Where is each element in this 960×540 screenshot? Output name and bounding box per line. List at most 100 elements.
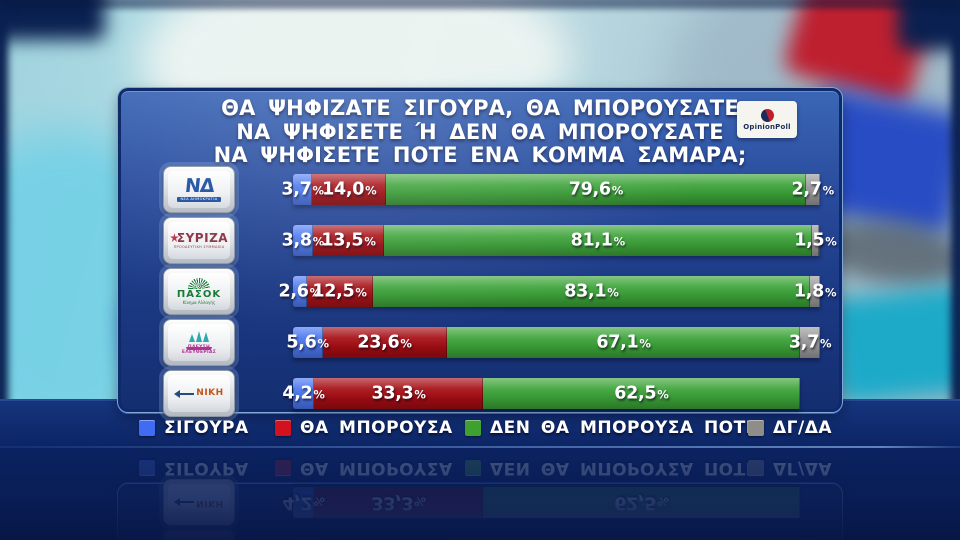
party-logo-art-syriza: ΣΥΡΙΖΑ ΠΡΟΟΔΕΥΤΙΚΗ ΣΥΜΜΑΧΙΑ [168, 222, 230, 259]
percent-sign: % [309, 285, 322, 300]
percent-sign: % [607, 285, 619, 300]
sail-icon [203, 332, 209, 342]
bar-segment-sigoura [293, 378, 315, 409]
value-number: 62,5 [614, 383, 657, 404]
bar-segment-tha-mporousa [322, 327, 447, 358]
value-label-tha-mporousa: 23,6% [357, 332, 412, 352]
poll-row-syriza: ΣΥΡΙΖΑ ΠΡΟΟΔΕΥΤΙΚΗ ΣΥΜΜΑΧΙΑ 3,8% 13,5% 81,1%… [163, 217, 837, 264]
legend-swatch-den-tha-mporousa-pote [465, 420, 481, 436]
percent-sign: % [611, 183, 624, 198]
legend-label-tha-mporousa: ΘΑ ΜΠΟΡΟΥΣΑ [300, 418, 453, 438]
percent-sign: % [414, 387, 426, 402]
percent-sign: % [657, 387, 669, 402]
value-label-dg-da: 2,7% [792, 179, 835, 199]
value-label-dg-da: 3,7% [789, 332, 832, 352]
value-number: 1,8 [793, 281, 825, 302]
value-label-den-tha-mporousa-pote: 62,5% [614, 383, 669, 403]
party-logo-niki: ΝΙΚΗ [163, 370, 235, 417]
bar-segment-dg-da [805, 174, 820, 205]
party-name-niki: ΝΙΚΗ [196, 388, 224, 398]
value-number: 3,8 [281, 230, 312, 251]
reflection-value-label-den-tha-mporousa-pote: 62,5% [614, 493, 669, 513]
value-number: 3,7 [281, 179, 312, 200]
bar-track: 2,6% 12,5% 83,1% 1,8% [279, 276, 837, 307]
bar-segment-tha-mporousa [314, 378, 484, 409]
bar-segment-dg-da [800, 327, 820, 358]
value-label-dg-da: 1,8% [794, 281, 837, 301]
percent-sign: % [365, 183, 377, 198]
reflection-value-number: 33,3 [371, 492, 414, 513]
legend-item-tha-mporousa: ΘΑ ΜΠΟΡΟΥΣΑ [275, 418, 453, 438]
value-number: 2,7 [791, 179, 822, 200]
poll-row-pasok: ΠΑΣΟΚ Κίνημα Αλλαγής 2,6% 12,5% 83,1% 1,8% [163, 268, 837, 315]
value-label-sigoura: 4,2% [282, 383, 325, 403]
value-label-tha-mporousa: 12,5% [312, 281, 367, 301]
percent-sign: % [639, 336, 651, 351]
floor-seam-highlight [0, 446, 960, 448]
reflection-party-logo-art-niki: ΝΙΚΗ [168, 484, 230, 521]
percent-sign: % [313, 387, 325, 402]
reflection-legend-label-tha-mporousa: ΘΑ ΜΠΟΡΟΥΣΑ [300, 458, 453, 478]
percent-sign: % [825, 234, 837, 249]
boat-hull-icon [186, 347, 212, 350]
sunburst-icon [188, 278, 210, 289]
floor-reflection: ΘΑ ΨΗΦΙΖΑΤΕ ΣΙΓΟΥΡΑ, ΘΑ ΜΠΟΡΟΥΣΑΤΕ ΝΑ ΨΗ… [0, 448, 960, 540]
opinionpoll-logo: OpinionPoll [737, 101, 797, 138]
poll-stage: ΘΑ ΨΗΦΙΖΑΤΕ ΣΙΓΟΥΡΑ, ΘΑ ΜΠΟΡΟΥΣΑΤΕ ΝΑ ΨΗ… [117, 87, 843, 438]
percent-sign: % [613, 234, 626, 249]
backdrop-edge-right [951, 0, 960, 470]
reflection-legend-item-den-tha-mporousa-pote: ΔΕΝ ΘΑ ΜΠΟΡΟΥΣΑ ΠΟΤΕ [465, 458, 758, 478]
party-logo-row-syriza: ΣΥΡΙΖΑ [170, 232, 228, 244]
party-abbr-nd: ΝΔ [183, 174, 215, 197]
value-number: 83,1 [564, 281, 607, 302]
value-number: 13,5 [321, 230, 364, 251]
legend-item-sigoura: ΣΙΓΟΥΡΑ [139, 418, 249, 438]
percent-sign: % [822, 183, 835, 198]
value-number: 4,2 [282, 383, 313, 404]
percent-sign: % [317, 336, 330, 351]
value-label-den-tha-mporousa-pote: 81,1% [571, 230, 626, 250]
backdrop-top-band [0, 0, 960, 9]
value-number: 14,0 [322, 179, 365, 200]
party-subtitle-syriza: ΠΡΟΟΔΕΥΤΙΚΗ ΣΥΜΜΑΧΙΑ [173, 244, 225, 249]
party-subtitle-pasok: Κίνημα Αλλαγής [182, 300, 216, 305]
poll-question-line-1: ΘΑ ΨΗΦΙΖΑΤΕ ΣΙΓΟΥΡΑ, ΘΑ ΜΠΟΡΟΥΣΑΤΕ [221, 96, 739, 120]
bar-segment-den-tha-mporousa-pote [386, 174, 806, 205]
reflection-poll-panel: ΘΑ ΨΗΦΙΖΑΤΕ ΣΙΓΟΥΡΑ, ΘΑ ΜΠΟΡΟΥΣΑΤΕ ΝΑ ΨΗ… [117, 479, 843, 540]
bar-segment-den-tha-mporousa-pote [384, 225, 812, 256]
reflection-value-number: 4,2 [282, 492, 313, 513]
arrow-icon [174, 389, 195, 398]
party-name-nd: ΝΕΑ ΔΗΜΟΚΡΑΤΙΑ [177, 196, 221, 203]
reflection-value-label-sigoura: 4,2% [282, 493, 325, 513]
bar-segment-sigoura [293, 174, 313, 205]
poll-question: ΘΑ ΨΗΦΙΖΑΤΕ ΣΙΓΟΥΡΑ, ΘΑ ΜΠΟΡΟΥΣΑΤΕ ΝΑ ΨΗ… [181, 96, 779, 168]
sail-icon [196, 331, 202, 342]
opinionpoll-logo-text: OpinionPoll [743, 122, 791, 131]
floor-reflection-content: ΘΑ ΨΗΦΙΖΑΤΕ ΣΙΓΟΥΡΑ, ΘΑ ΜΠΟΡΟΥΣΑΤΕ ΝΑ ΨΗ… [0, 448, 960, 540]
legend-label-dg-da: ΔΓ/ΔΑ [773, 418, 833, 438]
arrow-line-icon [180, 392, 195, 395]
reflection-party-name-niki: ΝΙΚΗ [196, 498, 224, 508]
poll-rows: ΝΔ ΝΕΑ ΔΗΜΟΚΡΑΤΙΑ 3,7% 14,0% 79,6% 2,7% ΣΥΡΙΖΑ… [121, 91, 839, 417]
poll-question-line-3: ΝΑ ΨΗΦΙΣΕΤΕ ΠΟΤΕ ΕΝΑ ΚΟΜΜΑ ΣΑΜΑΡΑ; [213, 143, 747, 168]
bar-segment-dg-da [811, 225, 820, 256]
value-number: 3,7 [788, 332, 820, 353]
percent-sign: % [825, 285, 837, 300]
bar-track: 3,8% 13,5% 81,1% 1,5% [282, 225, 837, 256]
reflection-legend-label-sigoura: ΣΙΓΟΥΡΑ [164, 458, 249, 478]
poll-question-line-2: ΝΑ ΨΗΦΙΣΕΤΕ Ή ΔΕΝ ΘΑ ΜΠΟΡΟΥΣΑΤΕ [236, 119, 724, 144]
reflection-party-logo-niki: ΝΙΚΗ [163, 479, 235, 526]
bar-segment-sigoura [293, 327, 323, 358]
party-logo-syriza: ΣΥΡΙΖΑ ΠΡΟΟΔΕΥΤΙΚΗ ΣΥΜΜΑΧΙΑ [163, 217, 235, 264]
legend-label-den-tha-mporousa-pote: ΔΕΝ ΘΑ ΜΠΟΡΟΥΣΑ ΠΟΤΕ [490, 418, 758, 438]
party-logo-pasok: ΠΑΣΟΚ Κίνημα Αλλαγής [163, 268, 235, 315]
reflection-legend-item-dg-da: ΔΓ/ΔΑ [748, 458, 832, 478]
bar-segment-den-tha-mporousa-pote [483, 378, 800, 409]
percent-sign: % [312, 234, 325, 249]
sailboat-icon [189, 330, 209, 342]
value-label-den-tha-mporousa-pote: 67,1% [596, 332, 651, 352]
reflection-percent-sign: % [313, 494, 325, 509]
